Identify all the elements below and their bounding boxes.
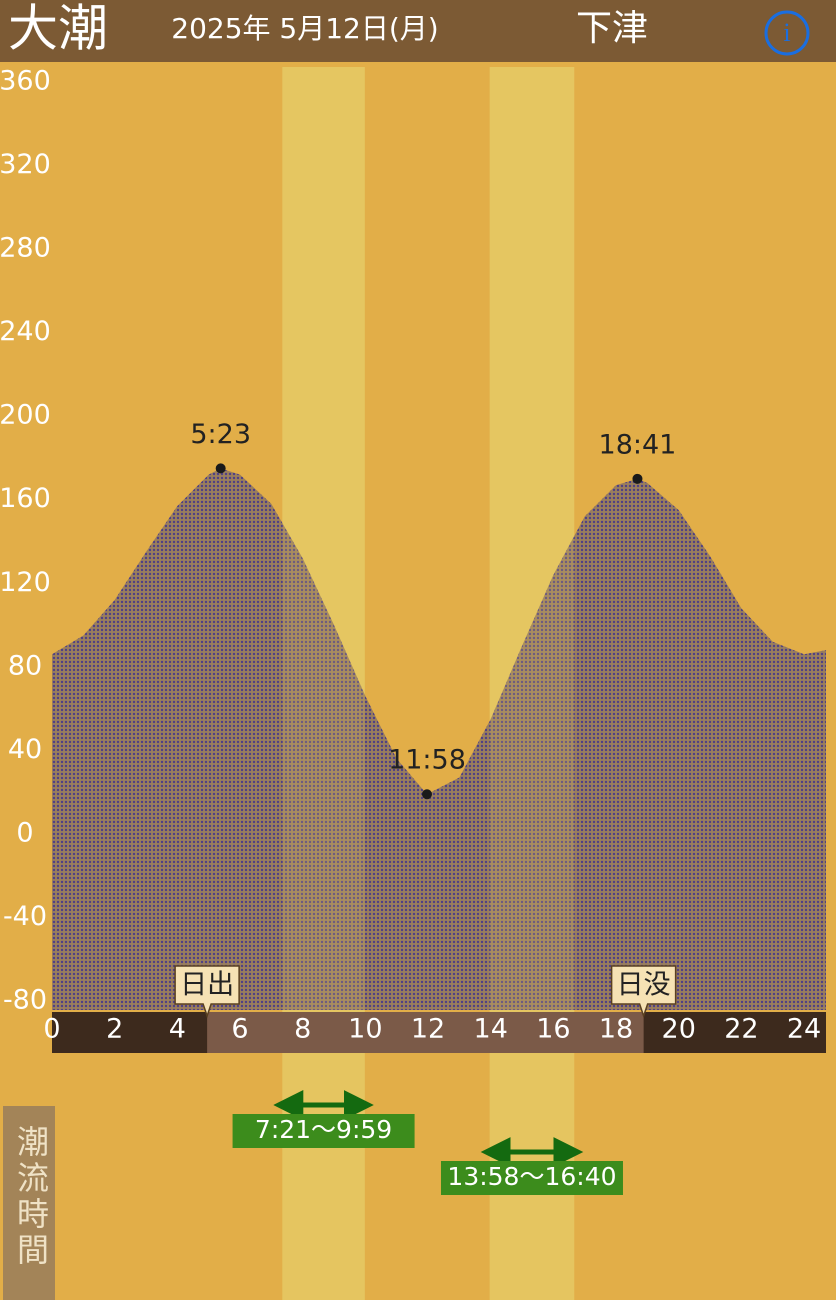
y-tick-label: -80 xyxy=(3,985,47,1016)
flow-label: 13:58〜16:40 xyxy=(447,1162,616,1191)
x-tick-label: 24 xyxy=(787,1014,821,1045)
sun-tag xyxy=(174,965,240,1019)
flow-stripe-overlay xyxy=(282,67,365,1012)
y-tick-label: 280 xyxy=(0,233,51,264)
x-tick-label: 12 xyxy=(411,1014,445,1045)
x-tick-label: 22 xyxy=(724,1014,758,1045)
extreme-point xyxy=(421,789,432,800)
y-tick-label: 160 xyxy=(0,483,51,514)
y-tick-label: 120 xyxy=(0,567,51,598)
x-tick-label: 6 xyxy=(231,1014,248,1045)
x-tick-label: 2 xyxy=(106,1014,123,1045)
x-tick-label: 0 xyxy=(43,1014,60,1045)
flow-stripe-overlay xyxy=(489,67,575,1012)
day-band xyxy=(207,1012,644,1053)
x-tick-label: 10 xyxy=(348,1014,382,1045)
y-tick-label: 200 xyxy=(0,400,51,431)
y-tick-label: 240 xyxy=(0,316,51,347)
y-tick-label: 0 xyxy=(16,817,33,848)
tide-type: 大潮 xyxy=(8,0,108,58)
sun-tag xyxy=(610,965,677,1019)
y-tick-label: 40 xyxy=(8,734,42,765)
flow-label-box xyxy=(232,1114,415,1148)
extreme-label: 18:41 xyxy=(599,429,677,460)
header-bar xyxy=(0,0,836,62)
svg-text:i: i xyxy=(783,18,790,47)
extreme-point xyxy=(632,473,643,484)
flow-title: 潮流時間 xyxy=(12,1125,50,1269)
x-tick-label: 20 xyxy=(662,1014,696,1045)
extreme-label: 11:58 xyxy=(388,745,466,776)
tide-area xyxy=(52,468,826,1011)
flow-label-box xyxy=(440,1161,623,1195)
flow-label: 7:21〜9:59 xyxy=(255,1115,392,1144)
extreme-point xyxy=(215,463,226,474)
y-tick-label: 80 xyxy=(8,650,42,681)
date: 2025年 5月12日(月) xyxy=(171,12,438,45)
y-tick-label: 320 xyxy=(0,149,51,180)
x-tick-label: 8 xyxy=(294,1014,311,1045)
flow-title-box xyxy=(3,1106,55,1300)
x-tick-label: 4 xyxy=(169,1014,186,1045)
sun-label: 日没 xyxy=(617,970,671,1001)
x-tick-label: 14 xyxy=(474,1014,508,1045)
location: 下津 xyxy=(576,8,648,49)
y-tick-label: -40 xyxy=(3,901,47,932)
x-tick-label: 16 xyxy=(536,1014,570,1045)
info-button[interactable]: i xyxy=(764,10,810,56)
x-tick-label: 18 xyxy=(599,1014,633,1045)
y-tick-label: 360 xyxy=(0,66,51,97)
plot: -80-40040801201602002402803203605:2311:5… xyxy=(0,66,826,1300)
sun-label: 日出 xyxy=(180,970,234,1001)
extreme-label: 5:23 xyxy=(190,419,251,450)
